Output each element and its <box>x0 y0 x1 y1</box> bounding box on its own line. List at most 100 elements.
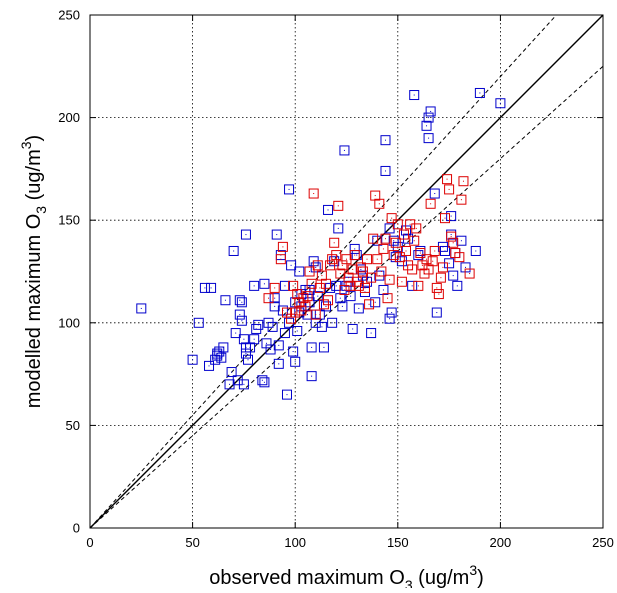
point-square <box>294 266 305 277</box>
point-square <box>216 352 227 363</box>
point-center <box>460 199 462 201</box>
x-tick-label: 100 <box>284 535 306 550</box>
point-center <box>411 268 413 270</box>
point-center <box>272 326 274 328</box>
blue-point <box>316 321 327 332</box>
blue-point <box>273 358 284 369</box>
point-square <box>364 299 375 310</box>
red-point <box>308 188 319 199</box>
point-center <box>309 271 311 272</box>
point-square <box>386 307 397 318</box>
point-center <box>479 92 481 94</box>
point-center <box>284 285 286 287</box>
red-point <box>312 260 323 271</box>
point-center <box>428 268 430 270</box>
blue-point <box>269 293 280 304</box>
x-tick-label: 150 <box>387 535 409 550</box>
red-point <box>329 237 340 248</box>
blue-point <box>345 291 356 302</box>
point-square <box>439 213 450 224</box>
blue-point <box>279 280 290 291</box>
red-point <box>374 198 385 209</box>
point-center <box>311 283 313 285</box>
blue-point <box>339 145 350 156</box>
point-square <box>421 254 432 265</box>
point-square <box>339 145 350 156</box>
point-center <box>430 110 432 112</box>
x-tick-label: 0 <box>86 535 93 550</box>
point-square <box>240 229 251 240</box>
point-center <box>222 346 224 348</box>
point-center <box>370 332 372 334</box>
blue-point <box>380 135 391 146</box>
blue-point <box>409 90 420 101</box>
point-center <box>274 297 276 299</box>
point-center <box>460 240 462 242</box>
blue-point <box>286 260 297 271</box>
blue-point <box>187 354 198 365</box>
point-square <box>427 256 438 267</box>
point-center <box>374 195 376 197</box>
point-center <box>346 258 347 260</box>
blue-point <box>407 280 418 291</box>
y-tick-label: 250 <box>58 8 80 23</box>
point-square <box>273 358 284 369</box>
red-point <box>357 266 368 277</box>
point-square <box>411 223 422 234</box>
point-center <box>296 330 298 332</box>
point-square <box>329 237 340 248</box>
point-center <box>411 285 413 287</box>
point-center <box>403 234 405 236</box>
point-square <box>306 371 317 382</box>
point-center <box>389 279 391 281</box>
point-square <box>204 360 215 371</box>
point-center <box>387 297 389 299</box>
point-square <box>423 133 434 144</box>
point-square <box>353 280 364 291</box>
point-center <box>327 209 329 211</box>
point-square <box>437 262 448 273</box>
blue-point <box>448 270 459 281</box>
red-point <box>446 231 457 242</box>
point-square <box>353 303 364 314</box>
blue-point <box>281 389 292 400</box>
blue-point <box>273 340 284 351</box>
point-center <box>370 277 372 279</box>
point-square <box>370 297 381 308</box>
y-tick-label: 50 <box>66 418 80 433</box>
red-point <box>320 278 331 289</box>
one-to-one-line <box>89 14 604 529</box>
point-center <box>350 285 352 287</box>
point-square <box>333 223 344 234</box>
blue-point <box>136 303 147 314</box>
point-square <box>415 248 426 259</box>
point-square <box>442 174 453 185</box>
red-point <box>349 250 360 261</box>
point-square <box>292 326 303 337</box>
blue-point <box>226 367 237 378</box>
point-center <box>245 353 247 355</box>
point-square <box>325 260 336 271</box>
blue-point <box>204 360 215 371</box>
point-center <box>352 328 354 330</box>
blue-point <box>290 356 301 367</box>
red-point <box>347 264 358 275</box>
point-center <box>294 361 296 363</box>
red-point <box>464 268 475 279</box>
red-point <box>263 293 274 304</box>
point-center <box>335 285 337 287</box>
point-square <box>474 87 485 98</box>
point-square <box>380 135 391 146</box>
point-square <box>349 243 360 254</box>
red-point <box>288 280 299 291</box>
point-square <box>259 377 270 388</box>
point-center <box>208 365 210 367</box>
point-square <box>333 200 344 211</box>
blue-point <box>234 295 245 306</box>
point-center <box>290 318 292 320</box>
point-center <box>280 258 282 260</box>
point-square <box>448 237 459 248</box>
point-square <box>347 323 358 334</box>
point-square <box>380 233 391 244</box>
red-point <box>333 200 344 211</box>
